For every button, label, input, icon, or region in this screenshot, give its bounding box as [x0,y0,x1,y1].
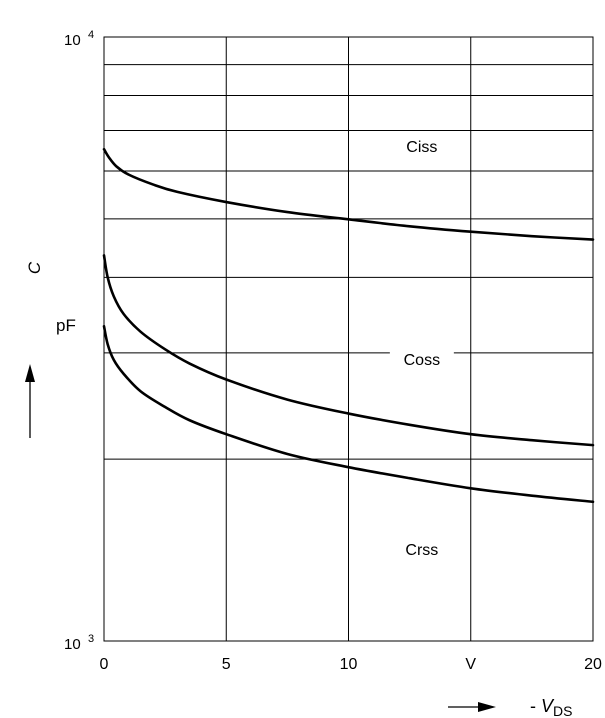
curves [102,147,595,504]
series-line-crss [102,324,595,504]
label-mask [389,347,454,372]
x-axis-label: - VDS [530,696,572,718]
series-label-ciss: Ciss [406,139,437,156]
series-label-coss: Coss [404,352,440,369]
series-line-coss [102,254,595,447]
x-axis-arrow [448,702,496,712]
series-labels: Ciss Coss Crss [404,139,440,559]
label-mask [389,537,454,562]
x-tick-label: 0 [100,656,109,673]
y-axis-unit: pF [56,316,76,335]
grid [104,37,593,641]
y-axis-arrow [25,364,35,438]
tick-labels: 0 5 10 V 20 10 3 10 4 [64,29,602,673]
plot-frame [103,36,594,642]
x-tick-label: 10 [340,656,358,673]
y-tick-label: 10 [64,636,81,653]
x-tick-label: V [465,656,476,673]
x-tick-label: 20 [584,656,602,673]
y-tick-exponent: 4 [88,29,94,41]
y-axis-variable: C [25,261,44,274]
series-line-ciss [102,147,595,241]
x-tick-label: 5 [222,656,231,673]
series-label-crss: Crss [405,542,438,559]
y-tick-exponent: 3 [88,633,94,645]
y-tick-label: 10 [64,32,81,49]
label-mask [389,133,454,158]
